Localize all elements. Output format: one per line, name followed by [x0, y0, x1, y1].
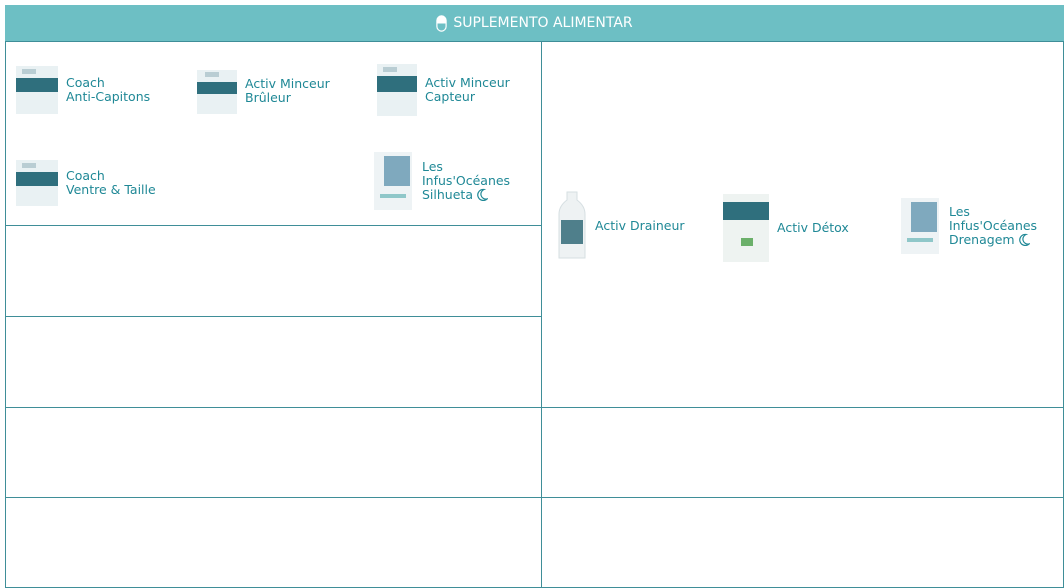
- header-title: SUPLEMENTO ALIMENTAR: [453, 15, 633, 31]
- table-cell: [5, 497, 542, 588]
- table-cell: [541, 497, 1064, 588]
- product-name-line: Ventre & Taille: [66, 182, 156, 197]
- product-image: [374, 152, 412, 210]
- product-link[interactable]: Activ Minceur Brûleur: [195, 66, 330, 116]
- product-image: [16, 160, 58, 206]
- product-name-line: Drenagem: [949, 233, 1037, 247]
- product-name: Les Infus'Océanes Drenagem: [949, 205, 1037, 247]
- product-link[interactable]: Coach Ventre & Taille: [14, 158, 156, 208]
- product-image: [901, 198, 939, 254]
- table-cell: [5, 407, 542, 498]
- product-name-line: Activ Draineur: [595, 218, 685, 233]
- product-link[interactable]: Activ Minceur Capteur: [375, 62, 510, 118]
- capsule-icon: [436, 14, 448, 32]
- product-link[interactable]: Activ Draineur: [555, 190, 685, 262]
- category-header: SUPLEMENTO ALIMENTAR: [5, 5, 1064, 41]
- product-name: Activ Minceur Capteur: [425, 76, 510, 104]
- product-name-line: Silhueta: [422, 188, 510, 202]
- product-name-line: Activ Minceur: [245, 76, 330, 91]
- product-name-line: Coach: [66, 75, 105, 90]
- product-name-line: Brûleur: [245, 90, 291, 105]
- table-cell: [5, 316, 542, 408]
- product-name: Coach Anti-Capitons: [66, 76, 150, 104]
- product-name-line: Les: [422, 159, 443, 174]
- product-image: [558, 191, 586, 259]
- product-name: Activ Draineur: [595, 219, 685, 233]
- product-name-line: Infus'Océanes: [949, 218, 1038, 233]
- product-name-line: Activ Détox: [777, 220, 849, 235]
- product-image: [723, 194, 769, 262]
- product-name: Les Infus'Océanes Silhueta: [422, 160, 510, 202]
- product-name: Activ Détox: [777, 221, 849, 235]
- product-image: [197, 70, 237, 114]
- table-cell: [541, 407, 1064, 498]
- product-name: Activ Minceur Brûleur: [245, 77, 330, 105]
- product-link[interactable]: Coach Anti-Capitons: [14, 64, 150, 116]
- product-name-line: Les: [949, 204, 970, 219]
- product-name-line: Coach: [66, 168, 105, 183]
- product-name: Coach Ventre & Taille: [66, 169, 156, 197]
- night-icon: [477, 188, 488, 201]
- product-name-line: Anti-Capitons: [66, 89, 151, 104]
- product-name-line: Infus'Océanes: [422, 173, 511, 188]
- product-name-line: Capteur: [425, 89, 475, 104]
- product-link[interactable]: Les Infus'Océanes Drenagem: [897, 196, 1037, 256]
- night-icon: [1018, 233, 1030, 246]
- table-cell: [5, 225, 542, 317]
- product-link[interactable]: Les Infus'Océanes Silhueta: [370, 150, 510, 212]
- product-image: [377, 64, 417, 116]
- product-image: [16, 66, 58, 114]
- product-link[interactable]: Activ Détox: [721, 192, 849, 264]
- product-name-line: Activ Minceur: [425, 75, 510, 90]
